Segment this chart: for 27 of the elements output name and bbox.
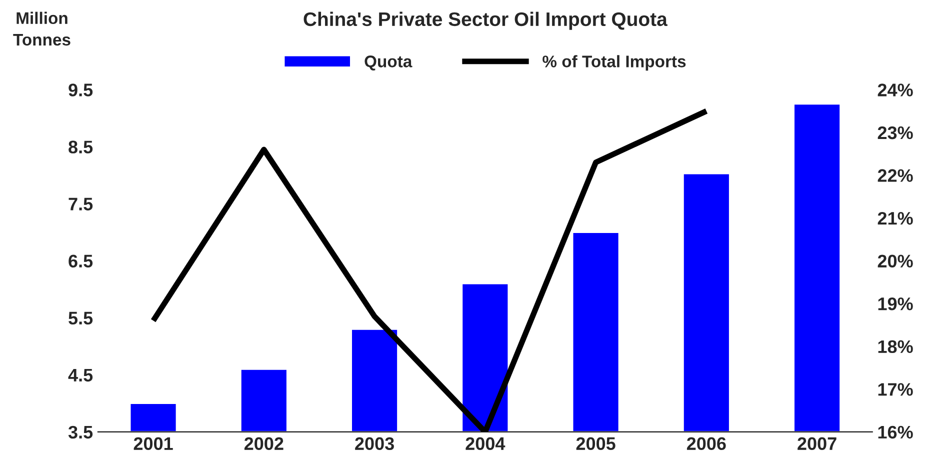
- x-tick-label: 2001: [134, 437, 173, 450]
- y2-tick-label: 18%: [878, 340, 913, 354]
- x-tick-label: 2003: [355, 437, 394, 450]
- y2-tick-label: 22%: [878, 169, 913, 182]
- y2-tick-label: 19%: [878, 297, 913, 310]
- y2-tick-label: 24%: [878, 84, 913, 96]
- y2-tick-label: 23%: [878, 126, 913, 140]
- y2-tick-label: 21%: [878, 212, 913, 225]
- y-tick-label: 8.5: [68, 140, 93, 154]
- x-tick-label: 2006: [686, 437, 726, 450]
- y-tick-label: 7.5: [68, 198, 93, 210]
- y2-tick-label: 16%: [878, 426, 913, 439]
- x-tick-label: 2005: [576, 437, 616, 450]
- y-tick-label: 5.5: [68, 312, 93, 325]
- y-tick-label: 3.5: [68, 426, 93, 439]
- legend-label: Quota: [364, 56, 412, 70]
- y-tick-label: 9.5: [68, 84, 93, 96]
- y2-tick-label: 20%: [878, 254, 913, 268]
- x-tick-label: 2007: [798, 437, 836, 450]
- y-tick-label: 4.5: [68, 368, 93, 382]
- y-tick-label: 6.5: [68, 254, 93, 268]
- y2-tick-label: 17%: [878, 383, 913, 396]
- legend-label: % of Total Imports: [542, 55, 686, 71]
- y-axis-title: Million Tonnes: [13, 12, 70, 46]
- x-tick-label: 2002: [244, 437, 284, 450]
- chart-title: China's Private Sector Oil Import Quota: [304, 12, 668, 30]
- x-tick-label: 2004: [466, 437, 506, 450]
